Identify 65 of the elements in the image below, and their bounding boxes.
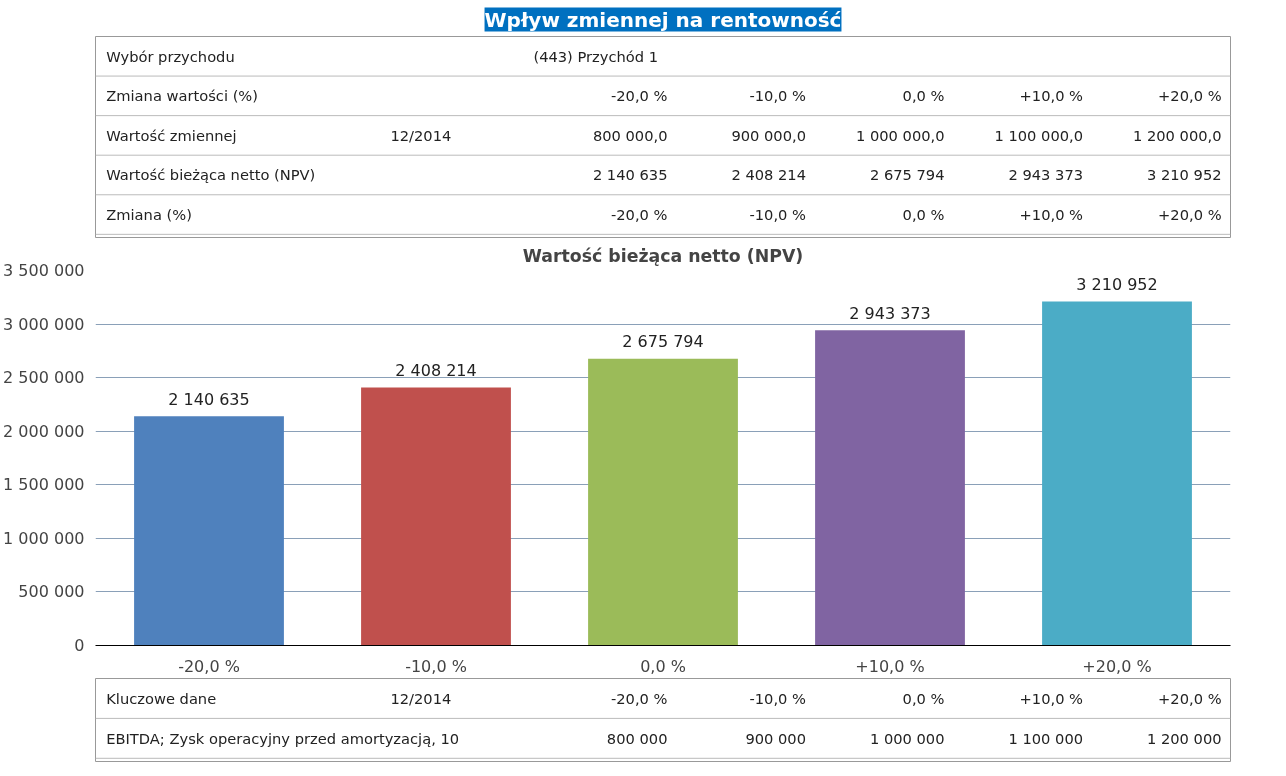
text: -10,0 %: [749, 87, 807, 105]
text: 2 675 794: [869, 166, 945, 184]
text: 12/2014: [390, 689, 452, 707]
text: 1 100 000: [1008, 729, 1084, 747]
text: 3 210 952: [1146, 166, 1222, 184]
text: (443) Przychód 1: [533, 47, 659, 65]
data-label: 2 408 214: [395, 360, 477, 380]
text: -10,0 %: [749, 206, 807, 224]
text: 0,0 %: [902, 206, 945, 224]
text: 1 100 000,0: [994, 126, 1084, 144]
data-label: 2 943 373: [849, 303, 931, 323]
y-tick-label: 1 000 000: [3, 528, 85, 548]
text: Wybór przychodu: [106, 47, 235, 65]
text: Kluczowe dane: [106, 689, 217, 707]
chart-subtitle: Wartość bieżąca netto (NPV): [522, 245, 804, 266]
data-label: 2 140 635: [168, 389, 250, 409]
x-tick-label: -20,0 %: [178, 656, 240, 676]
x-tick-label: -10,0 %: [405, 656, 467, 676]
data-label: 2 675 794: [622, 332, 704, 352]
text: 900 000,0: [731, 126, 806, 144]
x-tick-label: +20,0 %: [1082, 656, 1152, 676]
y-tick-label: 3 500 000: [3, 261, 85, 280]
bar: [361, 387, 511, 646]
y-tick-label: 500 000: [18, 582, 85, 602]
text: 1 000 000: [869, 729, 945, 747]
text: 2 408 214: [731, 166, 806, 184]
bar: [588, 358, 738, 646]
text: Zmiana (%): [106, 206, 192, 224]
text: 2 943 373: [1008, 166, 1084, 184]
bar: [134, 416, 284, 646]
y-tick-label: 2 500 000: [3, 368, 85, 388]
text: +20,0 %: [1158, 87, 1222, 105]
y-tick-label: 2 000 000: [3, 421, 85, 441]
y-tick-label: 3 000 000: [3, 314, 85, 334]
text: -10,0 %: [749, 689, 807, 707]
data-label: 3 210 952: [1076, 274, 1158, 294]
text: -20,0 %: [610, 689, 668, 707]
text: 12/2014: [390, 126, 452, 144]
text: 1 200 000: [1146, 729, 1222, 747]
bar: [815, 330, 965, 646]
bar: [1042, 301, 1192, 646]
text: Wartość zmiennej: [106, 126, 237, 144]
text: -20,0 %: [610, 206, 668, 224]
text: +10,0 %: [1019, 87, 1084, 105]
text: Zmiana wartości (%): [106, 87, 259, 105]
y-tick-label: 1 500 000: [3, 475, 85, 495]
text: Wartość bieżąca netto (NPV): [106, 166, 316, 184]
text: 900 000: [745, 729, 806, 747]
text: +10,0 %: [1019, 206, 1084, 224]
text: -20,0 %: [610, 87, 668, 105]
text: 800 000,0: [592, 126, 668, 144]
x-tick-label: 0,0 %: [640, 656, 686, 676]
text: 0,0 %: [902, 87, 945, 105]
text: 2 140 635: [592, 166, 668, 184]
text: 1 000 000,0: [855, 126, 945, 144]
y-tick-label: 0: [74, 636, 85, 655]
text: 0,0 %: [902, 689, 945, 707]
text: EBITDA; Zysk operacyjny przed amortyzacją, 10: [106, 729, 460, 747]
text: +20,0 %: [1158, 689, 1222, 707]
x-tick-label: +10,0 %: [855, 656, 925, 676]
text: 800 000: [606, 729, 668, 747]
text: +20,0 %: [1158, 206, 1222, 224]
text: 1 200 000,0: [1132, 126, 1222, 144]
chart-title: Wpływ zmiennej na rentowność: [484, 7, 842, 32]
text: +10,0 %: [1019, 689, 1084, 707]
